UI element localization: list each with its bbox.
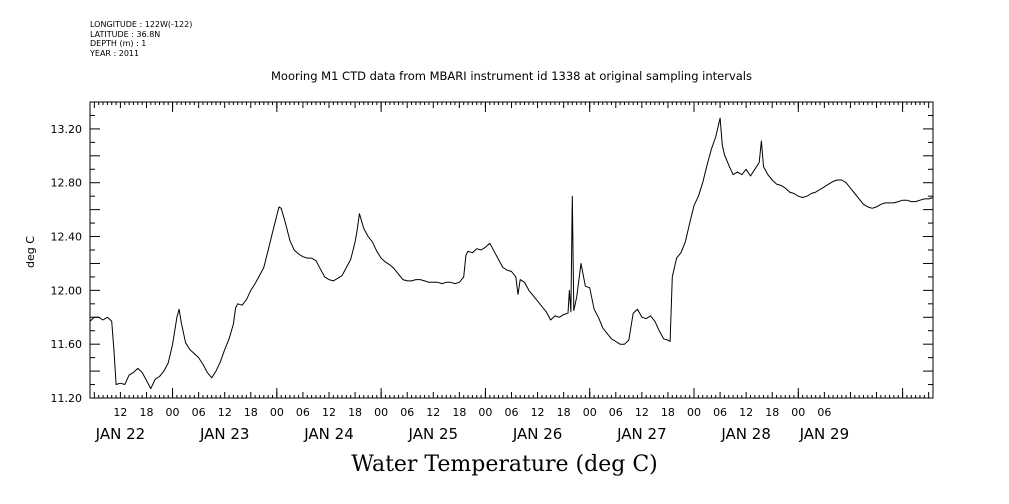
x-hour-label: 18: [765, 406, 779, 419]
x-hour-label: 18: [661, 406, 675, 419]
x-hour-label: 00: [270, 406, 284, 419]
x-day-label: JAN 26: [512, 425, 563, 443]
y-axis-label: deg C: [24, 236, 37, 268]
x-hour-label: 00: [478, 406, 492, 419]
x-day-label: JAN 22: [95, 425, 146, 443]
x-hour-label: 00: [166, 406, 180, 419]
x-day-label: JAN 29: [799, 425, 850, 443]
x-hour-label: 12: [635, 406, 649, 419]
x-hour-label: 18: [244, 406, 258, 419]
x-hour-label: 06: [296, 406, 310, 419]
x-day-label: JAN 24: [303, 425, 354, 443]
y-tick-label: 13.20: [51, 123, 83, 136]
y-tick-label: 12.40: [51, 231, 83, 244]
axis-ticks: [89, 101, 934, 399]
metadata-line: LATITUDE : 36.8N: [90, 29, 161, 39]
x-hour-label: 06: [400, 406, 414, 419]
x-hour-label: 00: [687, 406, 701, 419]
x-hour-label: 06: [192, 406, 206, 419]
x-day-label: JAN 25: [408, 425, 459, 443]
x-hour-label: 06: [817, 406, 831, 419]
x-hour-label: 06: [713, 406, 727, 419]
metadata-line: YEAR : 2011: [90, 48, 140, 58]
x-hour-label: 00: [791, 406, 805, 419]
footer-title: Water Temperature (deg C): [351, 452, 658, 477]
x-hour-label: 00: [583, 406, 597, 419]
y-tick-label: 12.80: [51, 177, 83, 190]
x-hour-label: 18: [557, 406, 571, 419]
x-hour-label: 12: [113, 406, 127, 419]
x-hour-label: 18: [139, 406, 153, 419]
plot-frame: [89, 101, 934, 399]
x-hour-label: 12: [322, 406, 336, 419]
series-line: [89, 117, 934, 390]
metadata-line: LONGITUDE : 122W(-122): [90, 20, 193, 29]
x-hour-label: 18: [452, 406, 466, 419]
x-hour-label: 00: [374, 406, 388, 419]
metadata-block: LONGITUDE : 122W(-122) LATITUDE : 36.8N …: [90, 20, 192, 58]
x-hour-label: 06: [609, 406, 623, 419]
x-hour-label: 12: [531, 406, 545, 419]
x-day-label: JAN 23: [199, 425, 250, 443]
x-hour-label: 12: [218, 406, 232, 419]
y-tick-label: 12.00: [51, 284, 83, 297]
y-tick-label: 11.60: [51, 338, 83, 351]
x-hour-label: 12: [739, 406, 753, 419]
x-day-label: JAN 27: [616, 425, 667, 443]
x-hour-label: 12: [426, 406, 440, 419]
chart-title: Mooring M1 CTD data from MBARI instrumen…: [271, 69, 752, 83]
x-hour-label: 06: [505, 406, 519, 419]
x-day-label: JAN 28: [720, 425, 771, 443]
metadata-line: DEPTH (m) : 1: [90, 39, 147, 48]
axis-labels: 11.20 11.60 12.00 12.40 12.80 13.20 12 18 00 06 12…: [51, 123, 850, 443]
y-tick-label: 11.20: [51, 392, 83, 405]
x-hour-label: 18: [348, 406, 362, 419]
data-series: [89, 117, 934, 390]
